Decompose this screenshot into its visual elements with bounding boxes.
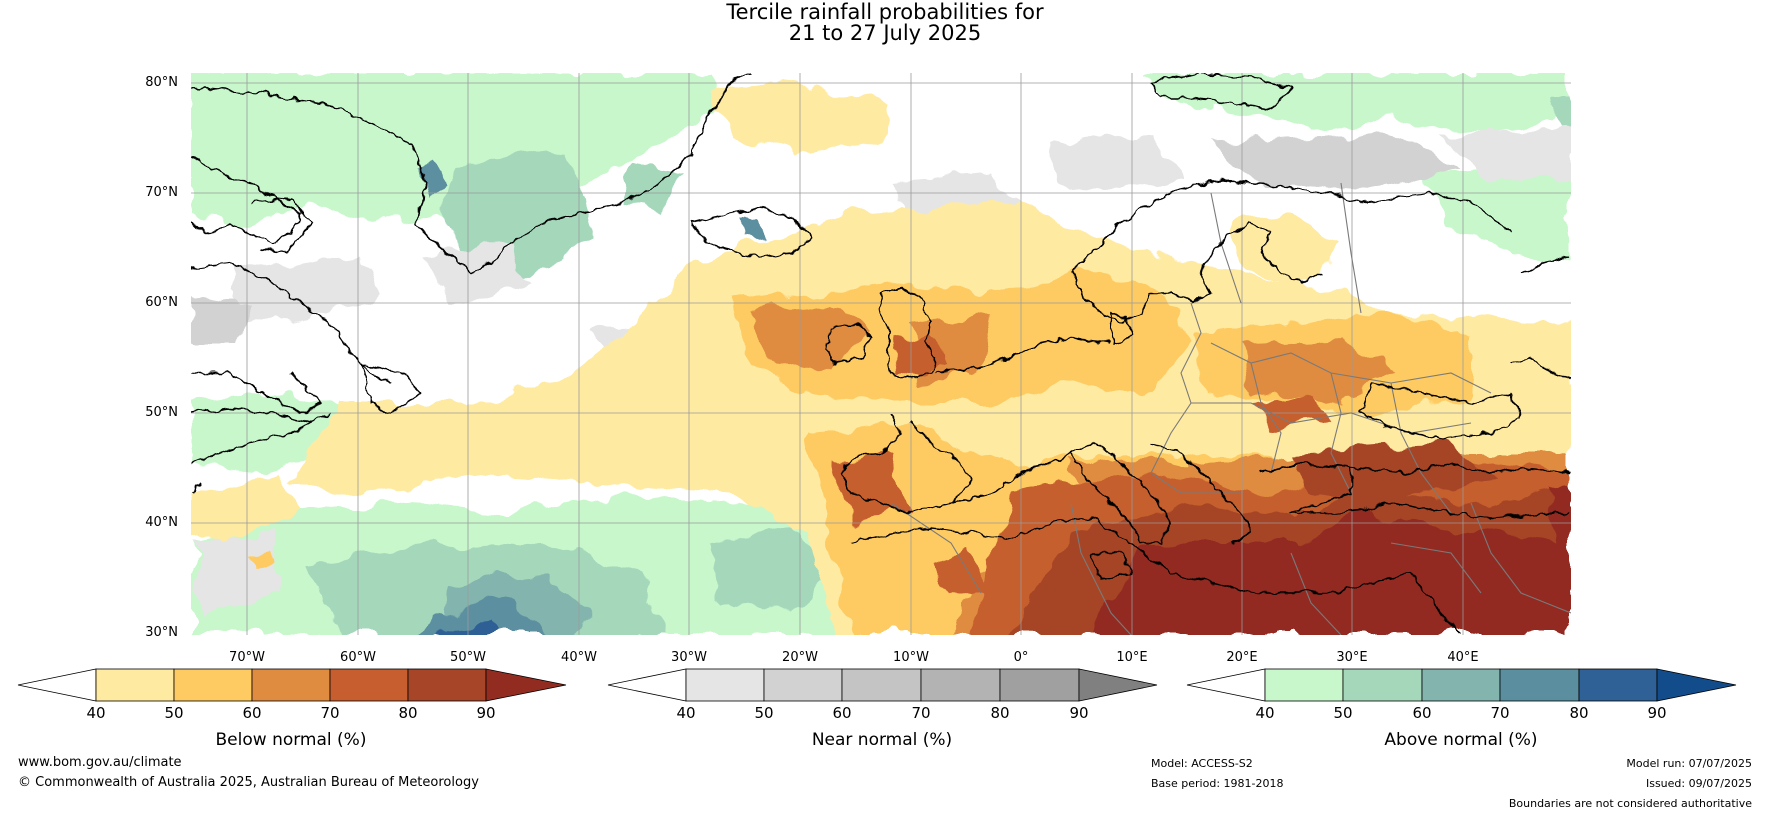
colorbar-above-tick-50: 50	[1333, 704, 1352, 722]
colorbar-near-normal: 40 50 60 70 80 90 Near normal (%)	[607, 668, 1158, 750]
colorbar-near-high-extend	[1078, 668, 1158, 702]
colorbar-near-tick-80: 80	[990, 704, 1009, 722]
colorbar-below-tick-60: 60	[242, 704, 261, 722]
lon-label-40w: 40°W	[561, 650, 597, 665]
base-period: Base period: 1981-2018	[1151, 777, 1284, 790]
colorbar-above-tick-90: 90	[1647, 704, 1666, 722]
colorbar-below-bin-50-60	[173, 668, 253, 702]
colorbar-near-bin-70-80	[920, 668, 1001, 702]
colorbar-near-tick-40: 40	[676, 704, 695, 722]
colorbar-above-bin-40-50	[1264, 668, 1344, 702]
lon-label-40e: 40°E	[1447, 650, 1479, 665]
rainfall-probability-map	[191, 73, 1571, 635]
lon-label-60w: 60°W	[340, 650, 376, 665]
lon-label-10e: 10°E	[1116, 650, 1148, 665]
colorbar-below-tick-70: 70	[320, 704, 339, 722]
colorbar-below-normal: 40 50 60 70 80 90 Below normal (%)	[17, 668, 567, 750]
colorbar-near-tick-70: 70	[911, 704, 930, 722]
bom-site-link[interactable]: www.bom.gov.au/climate	[18, 755, 182, 770]
colorbar-near-label: Near normal (%)	[812, 730, 952, 750]
colorbar-near-tick-50: 50	[754, 704, 773, 722]
colorbar-above-bin-60-70	[1421, 668, 1501, 702]
model-name: Model: ACCESS-S2	[1151, 757, 1253, 770]
lat-label-70n: 70°N	[145, 185, 178, 200]
colorbar-near-bin-50-60	[763, 668, 843, 702]
lon-label-20w: 20°W	[782, 650, 818, 665]
map-subtitle: 21 to 27 July 2025	[788, 21, 982, 45]
colorbar-above-tick-40: 40	[1255, 704, 1274, 722]
colorbar-below-bin-60-70	[251, 668, 331, 702]
colorbar-below-tick-90: 90	[476, 704, 495, 722]
below-normal-regions	[191, 83, 1571, 635]
colorbar-near-tick-60: 60	[832, 704, 851, 722]
lon-label-20e: 20°E	[1226, 650, 1258, 665]
colorbar-above-tick-70: 70	[1490, 704, 1509, 722]
colorbar-near-bin-80-90	[999, 668, 1080, 702]
colorbars: 40 50 60 70 80 90 Below normal (%) 40 50…	[17, 668, 1737, 750]
coastlines	[191, 73, 1571, 635]
lat-label-40n: 40°N	[145, 515, 178, 530]
colorbar-above-bin-80-90	[1578, 668, 1658, 702]
probability-shading	[191, 73, 1571, 635]
map-title: Tercile rainfall probabilities for	[726, 0, 1044, 24]
model-run-date: Model run: 07/07/2025	[1626, 757, 1752, 770]
colorbar-below-bin-70-80	[329, 668, 409, 702]
lon-label-50w: 50°W	[450, 650, 486, 665]
lon-label-0: 0°	[1013, 650, 1029, 665]
colorbar-above-normal: 40 50 60 70 80 90 Above normal (%)	[1186, 668, 1737, 750]
lon-label-30w: 30°W	[671, 650, 707, 665]
colorbar-below-bin-40-50	[95, 668, 175, 702]
colorbar-near-bin-40-50	[685, 668, 765, 702]
lon-label-70w: 70°W	[229, 650, 265, 665]
colorbar-below-low-extend	[17, 668, 97, 702]
boundaries-disclaimer: Boundaries are not considered authoritat…	[1508, 797, 1752, 810]
colorbar-above-bin-50-60	[1342, 668, 1423, 702]
colorbar-above-bin-70-80	[1499, 668, 1580, 702]
colorbar-below-tick-80: 80	[398, 704, 417, 722]
colorbar-below-bin-80-90	[407, 668, 487, 702]
issued-date: Issued: 09/07/2025	[1645, 777, 1752, 790]
above-normal-regions	[191, 73, 1571, 635]
colorbar-near-tick-90: 90	[1069, 704, 1088, 722]
colorbar-below-high-extend	[485, 668, 567, 702]
lon-label-10w: 10°W	[893, 650, 929, 665]
lat-label-60n: 60°N	[145, 295, 178, 310]
lat-label-50n: 50°N	[145, 405, 178, 420]
colorbar-above-low-extend	[1186, 668, 1266, 702]
colorbar-below-tick-40: 40	[86, 704, 105, 722]
lat-label-80n: 80°N	[145, 75, 178, 90]
colorbar-above-high-extend	[1656, 668, 1737, 702]
colorbar-below-label: Below normal (%)	[216, 730, 367, 750]
colorbar-above-tick-60: 60	[1412, 704, 1431, 722]
copyright-notice: © Commonwealth of Australia 2025, Austra…	[18, 775, 479, 790]
colorbar-above-label: Above normal (%)	[1384, 730, 1537, 750]
colorbar-below-tick-50: 50	[164, 704, 183, 722]
lon-label-30e: 30°E	[1336, 650, 1368, 665]
colorbar-near-low-extend	[607, 668, 687, 702]
colorbar-near-bin-60-70	[841, 668, 922, 702]
lat-label-30n: 30°N	[145, 625, 178, 640]
colorbar-above-tick-80: 80	[1569, 704, 1588, 722]
